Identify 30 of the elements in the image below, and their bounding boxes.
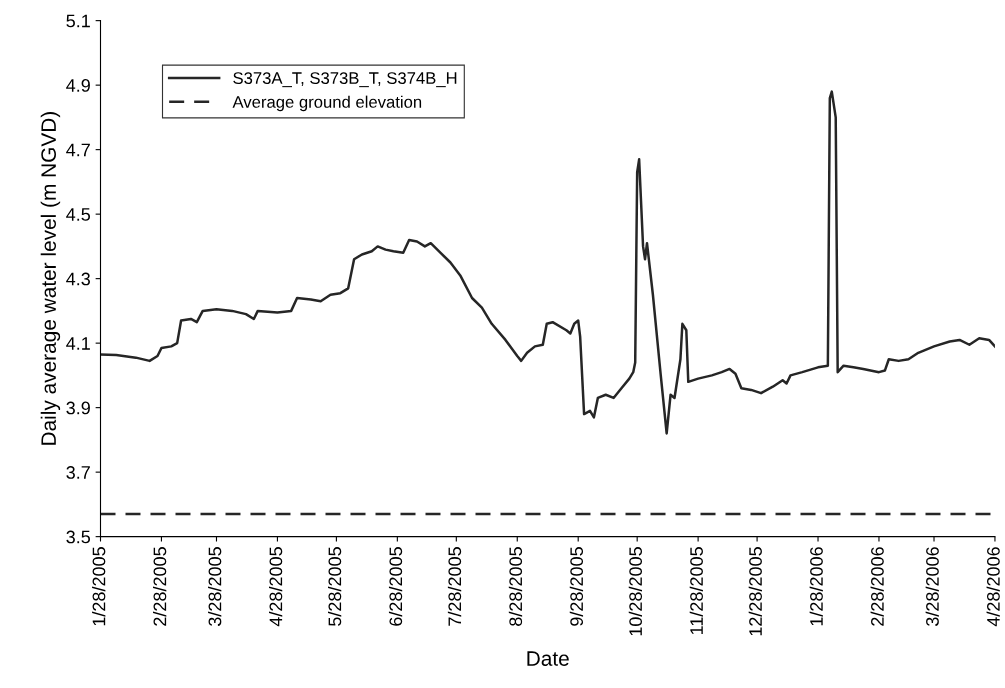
x-tick-label: 11/28/2005 xyxy=(689,547,703,635)
y-tick-label: 4.9 xyxy=(66,79,90,92)
y-tick-label: 4.5 xyxy=(66,208,91,221)
legend-label: Average ground elevation xyxy=(232,95,422,112)
x-tick-label: 10/28/2005 xyxy=(628,547,643,636)
y-axis-title: Daily average water level (m NGVD) xyxy=(40,112,61,445)
x-tick-label: 1/28/2006 xyxy=(809,547,823,626)
x-tick-label: 4/28/2005 xyxy=(269,547,283,627)
y-tick-label: 5.1 xyxy=(66,14,90,28)
x-tick-label: 5/28/2005 xyxy=(327,547,342,626)
x-tick-label: 4/28/2006 xyxy=(986,547,1000,627)
y-tick-label: 3.5 xyxy=(66,530,91,544)
y-tick-label: 4.1 xyxy=(66,337,90,350)
x-tick-label: 3/28/2006 xyxy=(925,547,939,626)
legend-label: S373A_T, S373B_T, S374B_H xyxy=(233,72,457,88)
x-tick-label: 2/28/2006 xyxy=(870,547,884,626)
x-tick-label: 2/28/2005 xyxy=(153,547,167,626)
x-tick-label: 7/28/2005 xyxy=(447,547,462,626)
x-tick-label: 3/28/2005 xyxy=(208,547,222,626)
x-axis-title: Date xyxy=(527,651,569,666)
y-tick-label: 4.7 xyxy=(66,143,90,157)
x-tick-label: 1/28/2005 xyxy=(92,547,106,626)
x-tick-label: 6/28/2005 xyxy=(388,547,403,626)
y-tick-label: 3.9 xyxy=(66,401,90,415)
x-tick-label: 12/28/2005 xyxy=(748,547,762,636)
x-tick-label: 8/28/2005 xyxy=(508,547,523,626)
y-tick-label: 4.3 xyxy=(66,272,90,286)
y-tick-label: 3.7 xyxy=(66,466,90,479)
x-tick-label: 9/28/2005 xyxy=(569,547,584,626)
line-series xyxy=(100,90,995,435)
